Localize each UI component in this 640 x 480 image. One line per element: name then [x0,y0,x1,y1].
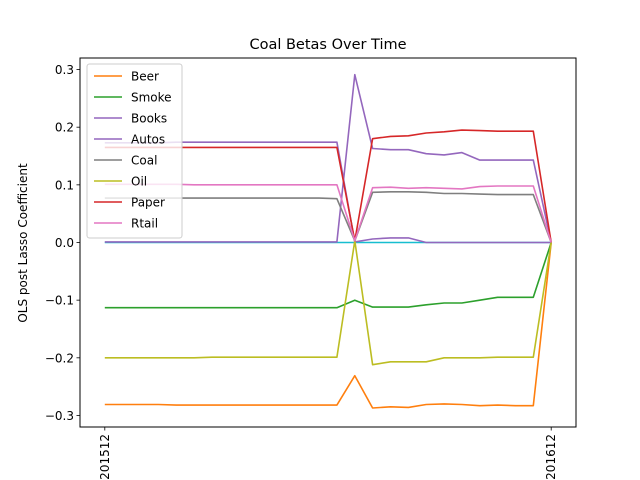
y-tick-label: 0.2 [55,121,74,135]
legend-label-beer: Beer [131,70,159,84]
legend-label-autos: Autos [131,133,165,147]
y-tick-label: −0.2 [45,351,74,365]
chart-title: Coal Betas Over Time [249,37,406,53]
x-axis: 201512 201612 [98,427,558,480]
series-line-beer [104,242,552,409]
legend-label-oil: Oil [131,175,147,189]
legend-label-coal: Coal [131,154,157,168]
legend-label-paper: Paper [131,196,165,210]
y-tick-label: 0.1 [55,178,74,192]
y-axis-label: OLS post Lasso Coefficient [16,163,30,323]
legend-box [86,63,183,239]
legend: Beer Smoke Books Autos Coal Oil Paper Rtail [86,63,183,239]
x-tick-label: 201612 [544,434,558,480]
y-tick-label: −0.3 [45,409,74,423]
y-tick-label: 0.3 [55,63,74,77]
legend-label-rtail: Rtail [131,217,158,231]
series-line-oil [104,240,552,366]
series-line-books [104,73,552,243]
legend-label-books: Books [131,112,167,126]
y-tick-label: −0.1 [45,294,74,308]
series-line-smoke [104,242,552,309]
x-tick-label: 201512 [98,434,112,480]
y-tick-label: 0.0 [55,236,74,250]
legend-label-smoke: Smoke [131,91,172,105]
y-axis: −0.3 −0.2 −0.1 0.0 0.1 0.2 0.3 [45,63,80,423]
